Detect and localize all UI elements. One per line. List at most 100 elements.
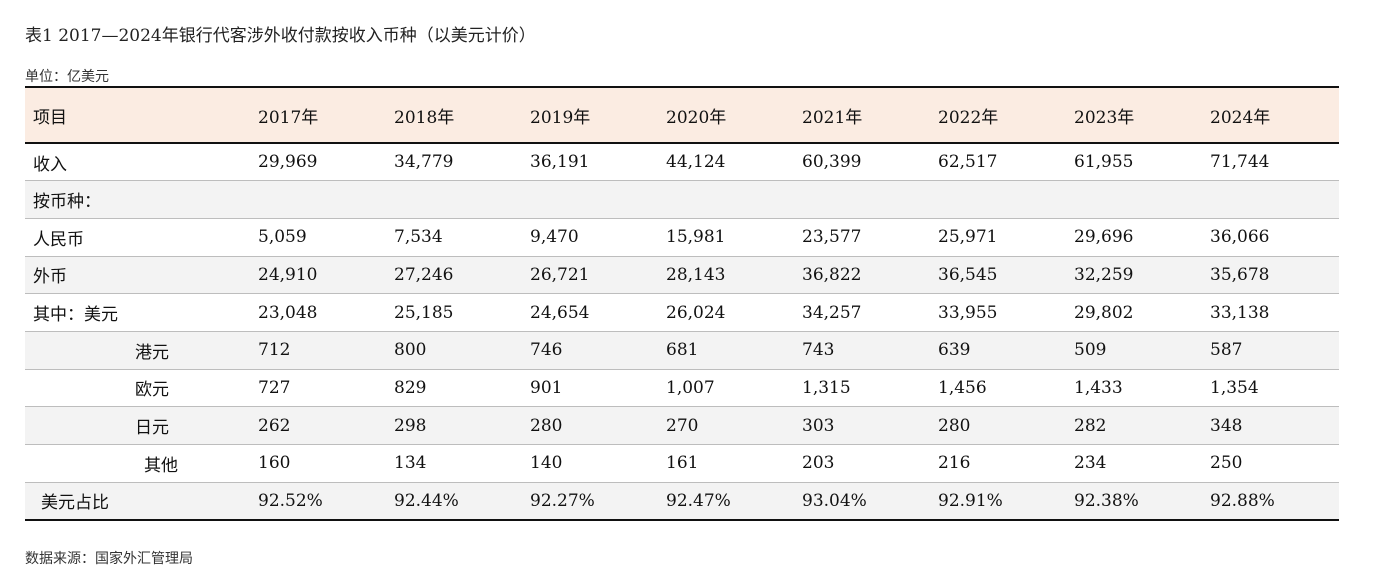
cell: 29,696 — [1074, 227, 1134, 248]
cell: 262 — [258, 415, 291, 436]
cell: 140 — [530, 453, 563, 474]
cell: 26,024 — [666, 302, 726, 323]
cell: 23,048 — [258, 302, 318, 323]
cell: 216 — [938, 453, 971, 474]
row-income: 收入 29,969 34,779 36,191 44,124 60,399 62… — [25, 143, 1339, 181]
cell: 348 — [1210, 415, 1243, 436]
cell: 298 — [394, 415, 427, 436]
cell: 134 — [394, 453, 427, 474]
currency-income-table: 项目 2017年 2018年 2019年 2020年 2021年 2022年 2… — [25, 86, 1339, 521]
cell: 509 — [1074, 340, 1107, 361]
header-2018: 2018年 — [394, 107, 455, 128]
row-rmb: 人民币 5,059 7,534 9,470 15,981 23,577 25,9… — [25, 218, 1339, 257]
cell: 303 — [802, 415, 835, 436]
row-label: 按币种： — [33, 192, 101, 213]
header-2019: 2019年 — [530, 107, 591, 128]
cell: 61,955 — [1074, 152, 1134, 173]
cell: 34,257 — [802, 302, 862, 323]
row-label: 欧元 — [135, 380, 169, 401]
cell: 7,534 — [394, 227, 443, 248]
header-2020: 2020年 — [666, 107, 727, 128]
cell: 270 — [666, 415, 699, 436]
cell — [658, 181, 794, 219]
row-label: 日元 — [135, 418, 169, 439]
row-by-currency: 按币种： — [25, 180, 1339, 219]
header-row: 项目 2017年 2018年 2019年 2020年 2021年 2022年 2… — [25, 87, 1339, 143]
cell — [386, 181, 522, 219]
cell: 62,517 — [938, 152, 998, 173]
cell: 60,399 — [802, 152, 862, 173]
cell: 92.38% — [1074, 490, 1139, 511]
cell: 71,744 — [1210, 152, 1270, 173]
cell: 743 — [802, 340, 835, 361]
cell — [794, 181, 930, 219]
cell: 32,259 — [1074, 264, 1134, 285]
cell: 33,138 — [1210, 302, 1270, 323]
cell: 92.27% — [530, 490, 595, 511]
row-hkd: 港元 712 800 746 681 743 639 509 587 — [25, 331, 1339, 370]
row-eur: 欧元 727 829 901 1,007 1,315 1,456 1,433 1… — [25, 369, 1339, 407]
cell: 250 — [1210, 453, 1243, 474]
cell: 93.04% — [802, 490, 867, 511]
cell: 36,545 — [938, 264, 998, 285]
cell: 712 — [258, 340, 291, 361]
cell — [250, 181, 386, 219]
cell: 34,779 — [394, 152, 454, 173]
cell: 28,143 — [666, 264, 726, 285]
cell: 5,059 — [258, 227, 307, 248]
cell — [930, 181, 1066, 219]
header-2022: 2022年 — [938, 107, 999, 128]
cell: 280 — [530, 415, 563, 436]
cell: 24,910 — [258, 264, 318, 285]
cell: 234 — [1074, 453, 1107, 474]
cell: 26,721 — [530, 264, 590, 285]
unit-label: 单位：亿美元 — [25, 69, 109, 85]
cell: 160 — [258, 453, 291, 474]
cell: 36,822 — [802, 264, 862, 285]
header-2021: 2021年 — [802, 107, 863, 128]
row-label: 其他 — [144, 455, 178, 476]
row-label: 其中：美元 — [33, 305, 118, 326]
cell: 280 — [938, 415, 971, 436]
cell: 1,433 — [1074, 377, 1123, 398]
cell: 92.44% — [394, 490, 459, 511]
cell — [1202, 181, 1339, 219]
cell: 36,066 — [1210, 227, 1270, 248]
cell — [522, 181, 658, 219]
source-note: 数据来源：国家外汇管理局 — [25, 551, 193, 567]
cell: 23,577 — [802, 227, 862, 248]
cell: 35,678 — [1210, 264, 1270, 285]
row-usd: 其中：美元 23,048 25,185 24,654 26,024 34,257… — [25, 294, 1339, 332]
cell: 681 — [666, 340, 699, 361]
cell: 92.88% — [1210, 490, 1275, 511]
cell: 44,124 — [666, 152, 726, 173]
cell: 29,802 — [1074, 302, 1134, 323]
cell: 203 — [802, 453, 835, 474]
row-foreign-currency: 外币 24,910 27,246 26,721 28,143 36,822 36… — [25, 256, 1339, 294]
row-other: 其他 160 134 140 161 203 216 234 250 — [25, 445, 1339, 483]
cell: 639 — [938, 340, 971, 361]
cell: 1,354 — [1210, 377, 1259, 398]
cell: 33,955 — [938, 302, 998, 323]
row-label: 收入 — [33, 154, 67, 175]
header-2024: 2024年 — [1210, 107, 1271, 128]
cell: 27,246 — [394, 264, 454, 285]
header-2017: 2017年 — [258, 107, 319, 128]
cell: 92.52% — [258, 490, 323, 511]
row-label: 人民币 — [33, 229, 84, 250]
row-label: 港元 — [135, 342, 169, 363]
cell: 25,185 — [394, 302, 454, 323]
cell: 92.91% — [938, 490, 1003, 511]
cell: 282 — [1074, 415, 1107, 436]
cell: 24,654 — [530, 302, 590, 323]
cell: 15,981 — [666, 227, 726, 248]
cell: 1,315 — [802, 377, 851, 398]
header-item: 项目 — [33, 107, 67, 128]
cell: 746 — [530, 340, 563, 361]
cell: 36,191 — [530, 152, 590, 173]
table-title: 表1 2017—2024年银行代客涉外收付款按收入币种（以美元计价） — [25, 26, 536, 46]
header-2023: 2023年 — [1074, 107, 1135, 128]
cell: 29,969 — [258, 152, 318, 173]
cell: 1,007 — [666, 377, 715, 398]
row-label: 美元占比 — [41, 493, 109, 514]
